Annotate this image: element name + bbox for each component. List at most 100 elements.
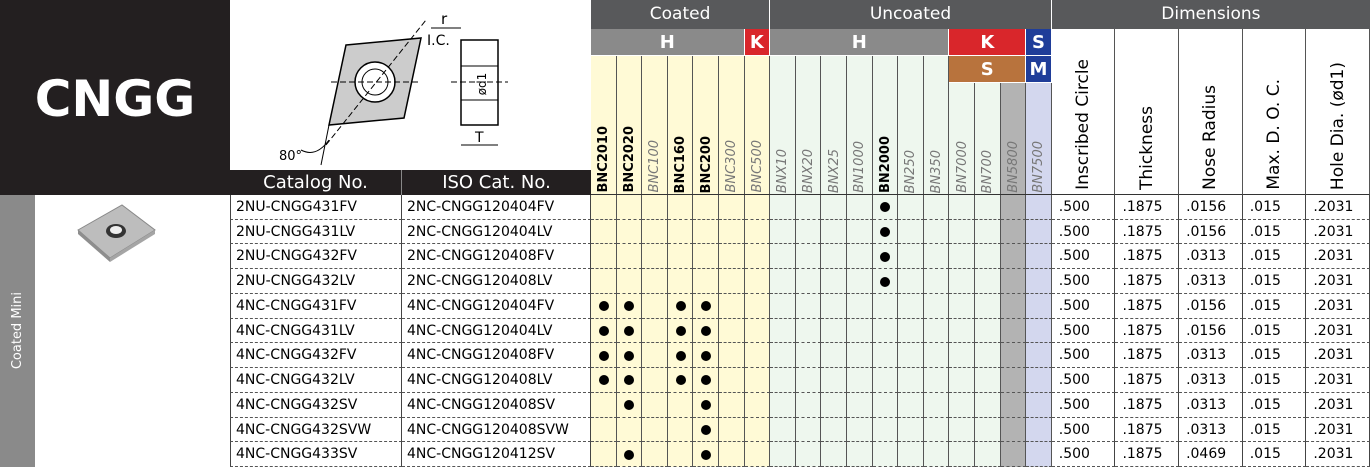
grade-cell (591, 343, 617, 369)
iso-cell: 4NC-CNGG120408SVW (402, 417, 591, 443)
grade-cell (744, 368, 771, 393)
dot (624, 449, 635, 460)
grade-cell (667, 294, 694, 319)
catalog-cell: 4NC-CNGG432SVW (230, 417, 402, 443)
grade-cell (975, 368, 1001, 393)
grade-cell (872, 343, 899, 369)
grade-cell (949, 442, 975, 467)
grade-cell (1000, 368, 1027, 393)
grade-header: BN700 (975, 84, 1001, 193)
grade-cell (642, 244, 668, 270)
grade-cell (770, 368, 796, 393)
iso-cell: 2NC-CNGG120404LV (402, 219, 591, 245)
grade-cell (821, 269, 847, 294)
grade-header: BN250 (898, 84, 924, 193)
grade-cell (949, 269, 975, 294)
grade-label: BN1000 (852, 141, 868, 193)
dimension-cell: .0313 (1179, 368, 1243, 393)
grade-cell (744, 393, 771, 418)
grade-cell (667, 220, 694, 245)
grade-cell (770, 319, 796, 344)
dimension-cell: .500 (1051, 442, 1116, 467)
dot (701, 424, 712, 435)
grade-cell (1026, 195, 1052, 220)
grade-cell (1000, 195, 1027, 220)
dimension-cell: .015 (1242, 392, 1307, 418)
grade-cell (898, 220, 924, 245)
grade-cell (975, 343, 1001, 369)
material-band: S (949, 56, 1027, 83)
grade-cell (1026, 294, 1052, 319)
grade-cell (949, 195, 975, 220)
catalog-cell: 2NU-CNGG431FV (230, 195, 402, 220)
grade-cell (693, 442, 719, 467)
grade-cell (693, 393, 719, 418)
title: CNGG (34, 70, 196, 128)
grade-cell (898, 368, 924, 393)
grade-cell (847, 418, 873, 443)
dot (675, 350, 686, 361)
grade-cell (616, 343, 643, 369)
grade-cell (923, 319, 950, 344)
dot (701, 449, 712, 460)
grade-label: BN2000 (877, 136, 893, 193)
header-cell: ISO Cat. No. (442, 172, 551, 193)
grade-cell (642, 368, 668, 393)
dimension-cell: .1875 (1115, 195, 1180, 220)
dimension-cell: .1875 (1115, 417, 1180, 443)
grade-cell (591, 195, 617, 220)
dimension-cell: .0156 (1179, 219, 1243, 245)
grade-header: BN2000 (873, 84, 899, 193)
grade-column (1000, 56, 1027, 467)
grade-cell (719, 294, 745, 319)
grade-cell (923, 220, 950, 245)
grade-cell (719, 269, 745, 294)
grade-header: BN1000 (847, 84, 873, 193)
grade-column (795, 56, 822, 467)
dot (598, 301, 609, 312)
grade-cell (667, 269, 694, 294)
grade-cell (923, 393, 950, 418)
iso-cell: 4NC-CNGG120408SV (402, 392, 591, 418)
grade-cell (975, 294, 1001, 319)
catalog-cell: 4NC-CNGG431LV (230, 318, 402, 344)
dimension-label: Inscribed Circle (1073, 59, 1094, 190)
grade-cell (667, 195, 694, 220)
grade-cell (949, 393, 975, 418)
insert-diagram: r I.C. ød1 80° T (279, 10, 508, 166)
grade-cell (975, 442, 1001, 467)
grade-cell (923, 368, 950, 393)
dimension-cell: .1875 (1115, 269, 1180, 294)
dot (675, 326, 686, 336)
grade-cell (667, 343, 694, 369)
dimension-cell: .2031 (1306, 392, 1370, 418)
dimension-cell: .1875 (1115, 343, 1180, 369)
grade-cell (719, 343, 745, 369)
grade-cell (847, 393, 873, 418)
grade-cell (770, 269, 796, 294)
grade-cell (719, 195, 745, 220)
grade-cell (1026, 368, 1052, 393)
grade-cell (693, 343, 719, 369)
grade-cell (1000, 319, 1027, 344)
dot (598, 326, 609, 336)
grade-cell (923, 195, 950, 220)
grade-cell (591, 442, 617, 467)
diagram-label: I.C. (427, 33, 450, 49)
diagram-label: 80° (279, 149, 302, 164)
dot (880, 251, 891, 262)
grade-cell (591, 418, 617, 443)
grade-header: BNC160 (668, 84, 694, 193)
grade-cell (616, 269, 643, 294)
material-band: M (1026, 56, 1052, 83)
grade-header: BNX25 (821, 84, 847, 193)
dimension-cell: .500 (1051, 417, 1116, 443)
grade-cell (719, 442, 745, 467)
grade-label: BNC2020 (621, 126, 637, 193)
grade-header: BNX20 (796, 84, 822, 193)
grade-header: BNC2020 (617, 84, 643, 193)
dimension-label: Max. D. O. C. (1264, 79, 1285, 190)
dimension-cell: .0469 (1179, 442, 1243, 467)
dot (880, 202, 891, 213)
grade-cell (693, 244, 719, 270)
